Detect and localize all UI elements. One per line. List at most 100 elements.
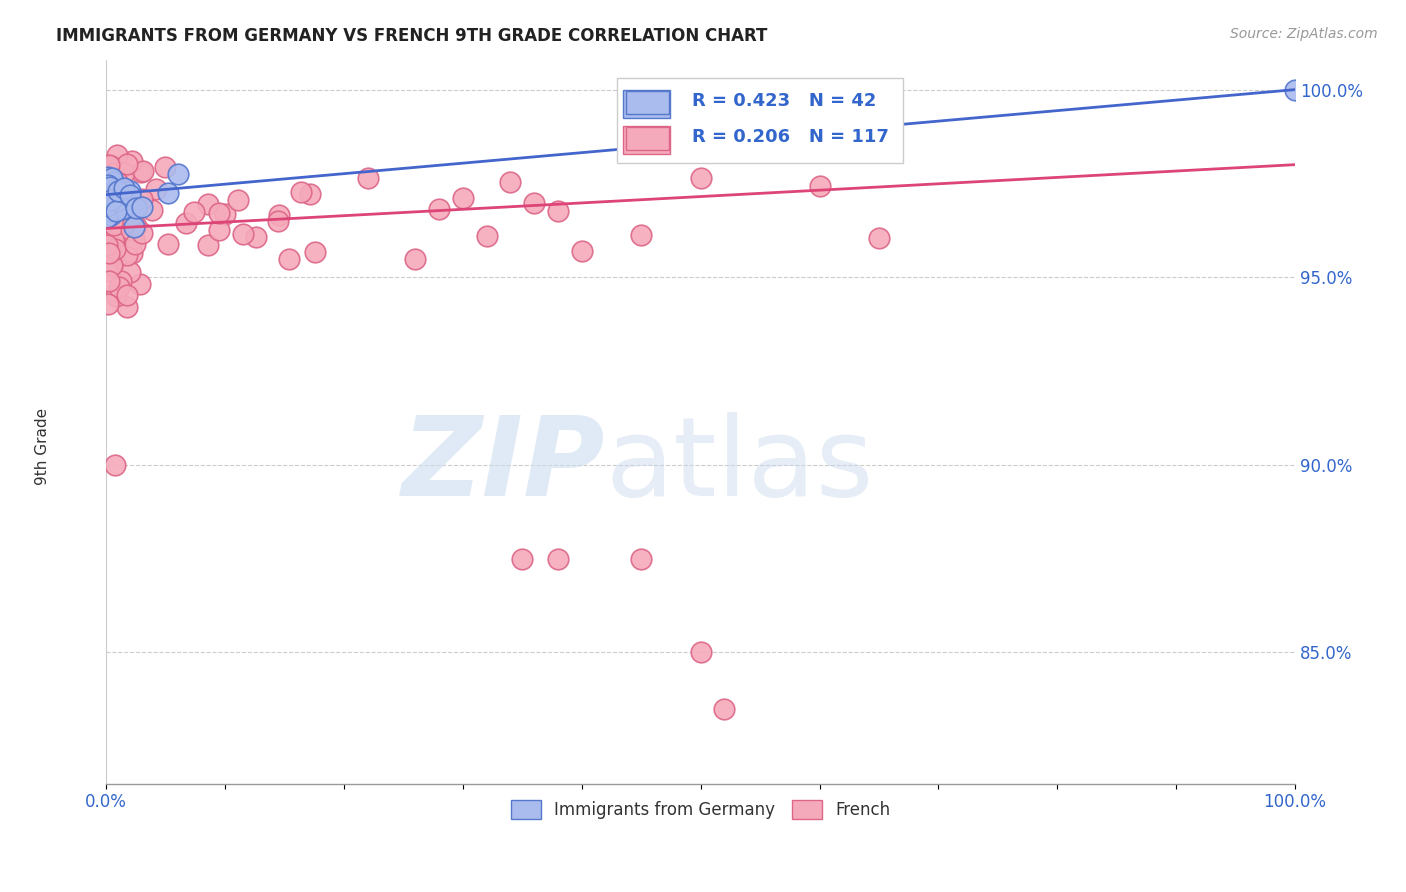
- Point: [100, 255, 122, 269]
- Point: [121, 246, 143, 260]
- Point: [475, 229, 498, 244]
- Point: [427, 202, 450, 216]
- Point: [105, 148, 128, 162]
- Point: [98, 194, 121, 209]
- Point: [114, 196, 136, 211]
- Point: [304, 245, 326, 260]
- Point: [115, 218, 138, 232]
- Point: [197, 196, 219, 211]
- Point: [125, 201, 148, 215]
- Point: [107, 177, 129, 191]
- Point: [290, 185, 312, 199]
- Point: [357, 171, 380, 186]
- Point: [125, 197, 148, 211]
- Point: [97, 178, 120, 192]
- Point: [97, 205, 120, 219]
- Point: [100, 194, 122, 208]
- Point: [97, 253, 120, 268]
- Text: R = 0.206   N = 117: R = 0.206 N = 117: [692, 128, 889, 146]
- Point: [129, 165, 152, 179]
- Point: [98, 158, 121, 172]
- Point: [108, 221, 131, 235]
- Point: [121, 215, 143, 229]
- Point: [96, 238, 118, 252]
- Point: [110, 274, 132, 288]
- Point: [124, 237, 146, 252]
- Point: [101, 170, 124, 185]
- FancyBboxPatch shape: [623, 127, 671, 153]
- Point: [96, 210, 118, 224]
- Point: [98, 242, 121, 256]
- FancyBboxPatch shape: [626, 127, 668, 150]
- Point: [101, 258, 124, 272]
- Point: [105, 216, 128, 230]
- Point: [107, 227, 129, 241]
- Point: [103, 232, 125, 246]
- Point: [98, 203, 121, 218]
- Point: [101, 196, 124, 211]
- Point: [208, 206, 231, 220]
- Point: [120, 264, 142, 278]
- Point: [101, 240, 124, 254]
- Point: [103, 192, 125, 206]
- Point: [499, 175, 522, 189]
- Point: [115, 247, 138, 261]
- Point: [266, 214, 288, 228]
- Point: [98, 226, 121, 240]
- Point: [96, 190, 118, 204]
- FancyBboxPatch shape: [617, 78, 903, 163]
- Point: [98, 200, 121, 214]
- Point: [97, 297, 120, 311]
- Point: [103, 193, 125, 207]
- Point: [96, 210, 118, 224]
- Point: [100, 194, 122, 208]
- Point: [547, 203, 569, 218]
- FancyBboxPatch shape: [623, 90, 671, 118]
- Point: [197, 238, 219, 252]
- Point: [713, 702, 735, 716]
- Point: [630, 227, 652, 242]
- Point: [118, 188, 141, 202]
- Point: [166, 167, 188, 181]
- Point: [105, 212, 128, 227]
- Point: [125, 196, 148, 211]
- Point: [115, 288, 138, 302]
- Point: [131, 227, 153, 241]
- Point: [98, 246, 121, 260]
- Point: [97, 176, 120, 190]
- Text: ZIP: ZIP: [402, 411, 606, 518]
- Point: [107, 184, 129, 198]
- Point: [96, 215, 118, 229]
- Point: [98, 180, 121, 194]
- Point: [1284, 82, 1306, 96]
- FancyBboxPatch shape: [626, 91, 668, 114]
- Point: [111, 202, 134, 217]
- Point: [208, 223, 231, 237]
- Point: [132, 164, 155, 178]
- Point: [547, 551, 569, 566]
- Point: [118, 185, 141, 199]
- Point: [156, 237, 179, 252]
- Point: [98, 274, 121, 288]
- Point: [214, 207, 236, 221]
- Legend: Immigrants from Germany, French: Immigrants from Germany, French: [505, 794, 897, 826]
- Point: [131, 200, 153, 214]
- Point: [98, 191, 121, 205]
- Point: [245, 230, 267, 244]
- Point: [104, 242, 127, 256]
- Point: [267, 208, 290, 222]
- Point: [176, 216, 198, 230]
- Point: [117, 301, 139, 315]
- Point: [232, 227, 254, 241]
- Point: [104, 202, 127, 216]
- Point: [97, 183, 120, 197]
- Point: [97, 175, 120, 189]
- Point: [868, 231, 890, 245]
- Point: [97, 202, 120, 217]
- Point: [112, 214, 135, 228]
- Point: [103, 186, 125, 201]
- Point: [299, 186, 322, 201]
- Point: [104, 458, 127, 472]
- Point: [101, 186, 124, 201]
- Point: [120, 222, 142, 236]
